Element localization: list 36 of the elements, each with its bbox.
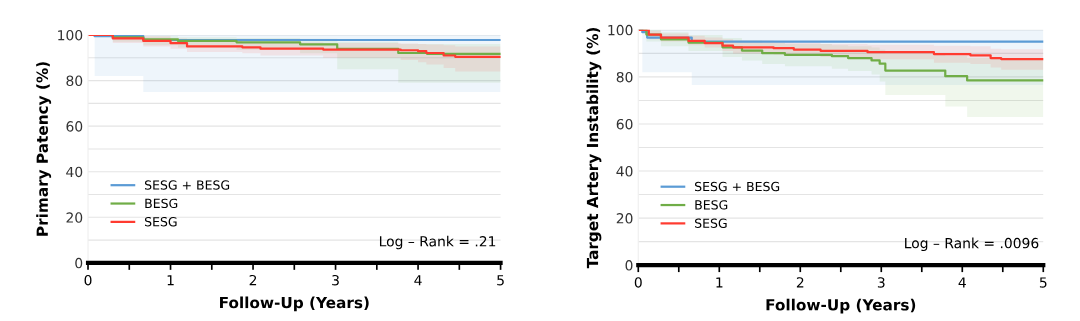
y-tick-label: 100	[58, 29, 83, 41]
y-tick-label: 20	[66, 212, 83, 223]
y-tick-label: 40	[616, 166, 633, 177]
x-tick-label: 1	[716, 277, 723, 288]
y-tick-label: 40	[66, 166, 83, 178]
x-tick-label: 3	[332, 274, 339, 286]
x-tick-label: 0	[634, 277, 642, 288]
x-tick-label: 1	[167, 275, 174, 286]
legend-label: SESG	[695, 218, 727, 228]
x-tick-label: 3	[877, 277, 885, 288]
x-tick-label: 2	[796, 277, 804, 288]
y-tick-label: 60	[66, 121, 83, 132]
x-tick-label: 0	[84, 274, 92, 286]
x-tick-label: 2	[249, 274, 257, 286]
y-tick-label: 60	[616, 118, 633, 130]
x-tick-label: 4	[414, 275, 422, 286]
x-tick-label: 5	[497, 275, 504, 286]
legend-label: BESG	[145, 198, 178, 209]
annotation: Log – Rank = .21	[379, 235, 496, 250]
y-tick-label: 0	[75, 257, 83, 269]
y-tick-label: 0	[625, 260, 633, 271]
y-tick-label: 100	[608, 24, 633, 36]
y-tick-label: 80	[66, 75, 83, 87]
y-tick-label: 80	[616, 71, 633, 83]
annotation: Log – Rank = .0096	[905, 237, 1039, 252]
x-axis-title: Follow-Up (Years)	[220, 296, 369, 312]
x-tick-label: 4	[958, 277, 966, 288]
y-axis-title: Primary Patency (%)	[36, 62, 52, 236]
legend-label: SESG	[144, 216, 177, 227]
x-axis-title: Follow-Up (Years)	[766, 298, 916, 314]
legend-label: SESG + BESG	[695, 181, 780, 192]
legend-label: SESG + BESG	[144, 180, 230, 190]
x-tick-label: 5	[1039, 277, 1047, 288]
legend-label: BESG	[695, 200, 728, 210]
y-tick-label: 20	[616, 213, 633, 224]
y-axis-title: Target Artery Instability (%)	[586, 27, 602, 269]
